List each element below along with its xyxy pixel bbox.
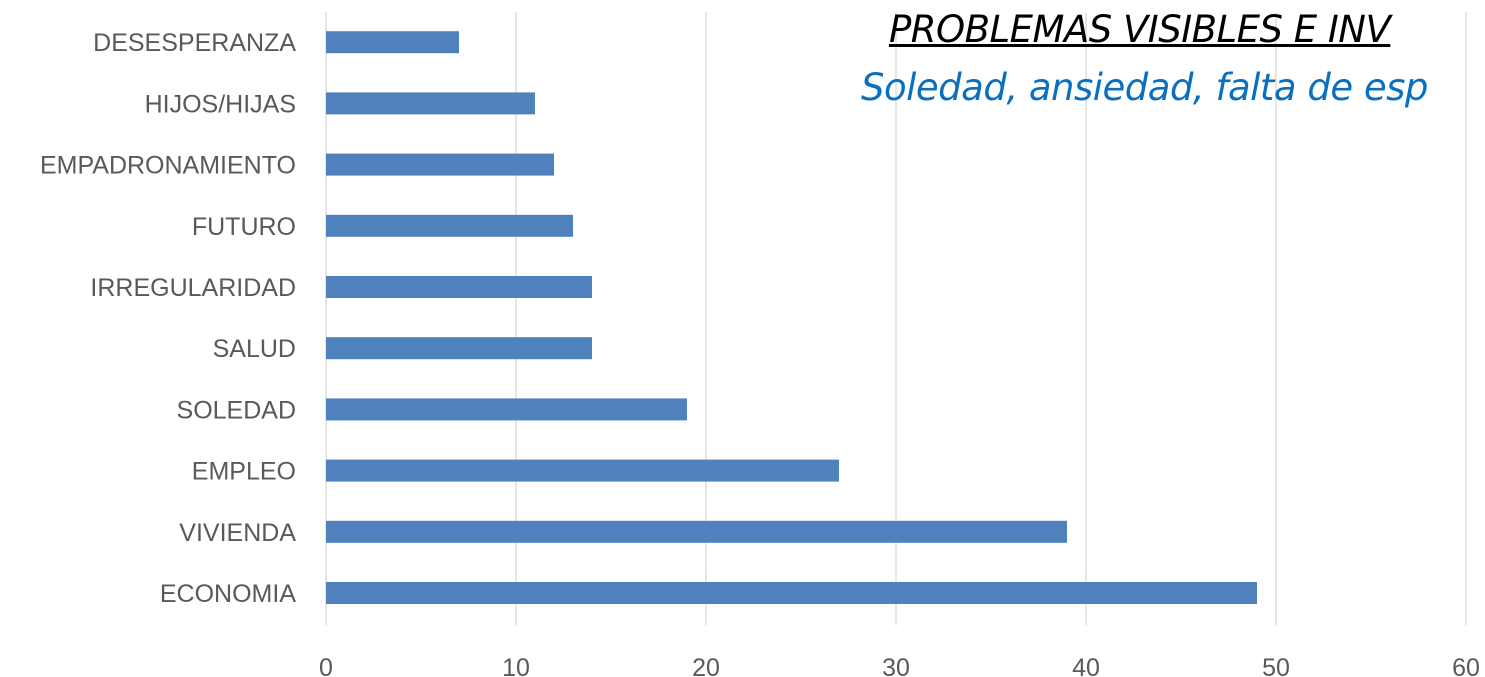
category-labels: ECONOMIA VIVIENDA EMPLEO SOLEDAD SALUD IRREGU… [40,29,296,608]
bar-desesperanza [326,31,459,54]
bar-empadronamiento [326,153,554,176]
x-tick-label: 30 [882,654,910,677]
bar-vivienda [326,520,1067,543]
chart-subtitle: Soledad, ansiedad, falta de esp [861,66,1428,109]
category-label: EMPADRONAMIENTO [40,152,296,180]
category-label: SOLEDAD [177,396,296,424]
bar-economia [326,582,1257,604]
category-label: EMPLEO [192,458,296,486]
bar-empleo [326,459,839,482]
title-block: PROBLEMAS VISIBLES E INV Soledad, ansied… [861,8,1485,118]
category-label: IRREGULARIDAD [90,274,296,302]
category-label: SALUD [213,335,296,363]
bar-hijos-hijas [326,92,535,115]
category-label: VIVIENDA [179,519,296,547]
bar-soledad [326,398,687,421]
x-tick-label: 60 [1452,654,1480,677]
x-tick-label: 0 [319,654,333,677]
category-label: HIJOS/HIJAS [145,90,296,118]
category-label: FUTURO [192,213,296,241]
bar-irregularidad [326,276,592,298]
bar-futuro [326,214,573,237]
category-label: DESESPERANZA [93,29,296,57]
chart-title: PROBLEMAS VISIBLES E INV [889,8,1391,51]
category-label: ECONOMIA [160,580,296,608]
bar-salud [326,337,592,360]
bars [326,31,1257,604]
x-tick-label: 40 [1072,654,1100,677]
x-tick-label: 50 [1262,654,1290,677]
x-tick-label: 20 [692,654,720,677]
x-tick-label: 10 [502,654,530,677]
x-tick-labels: 0 10 20 30 40 50 60 [319,654,1480,677]
